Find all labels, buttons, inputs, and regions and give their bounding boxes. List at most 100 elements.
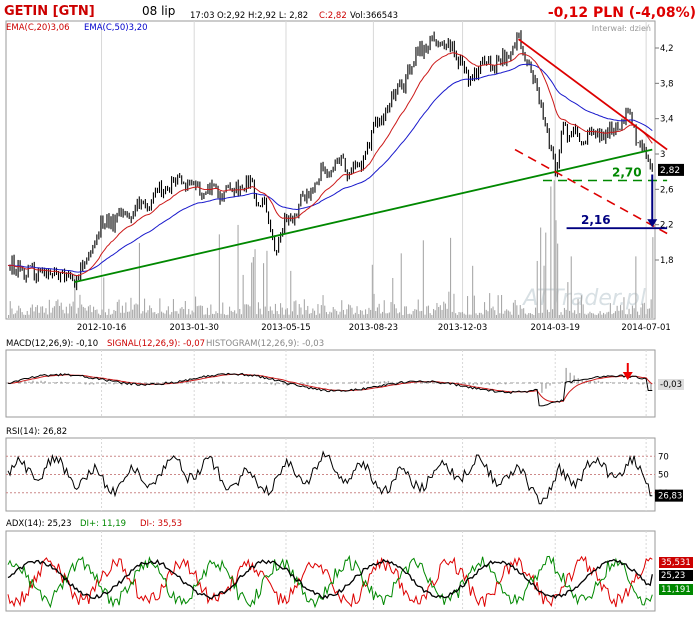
volume-bar xyxy=(57,299,58,318)
volume-bar xyxy=(336,311,337,318)
volume-bar xyxy=(530,313,531,318)
volume-bar xyxy=(372,265,373,318)
volume-bar xyxy=(304,299,305,318)
volume-bar xyxy=(188,309,189,318)
macd-hist-bar xyxy=(315,383,317,384)
volume-bar xyxy=(579,313,580,318)
volume-bar xyxy=(263,263,264,318)
volume-bar xyxy=(175,311,176,318)
volume-bar xyxy=(550,186,551,318)
volume-bar xyxy=(440,305,441,318)
volume-bar xyxy=(86,311,87,318)
volume-bar xyxy=(598,314,599,318)
volume-bar xyxy=(115,311,116,318)
macd-hist-bar xyxy=(501,383,503,384)
volume-bar xyxy=(532,314,533,318)
volume-bar xyxy=(652,237,653,318)
macd-legend-item: MACD(12,26,9): -0,10 xyxy=(6,339,98,349)
volume-bar xyxy=(204,315,205,318)
volume-bar xyxy=(623,297,624,318)
volume-bar xyxy=(49,300,50,318)
volume-bar xyxy=(23,315,24,318)
volume-bar xyxy=(595,315,596,318)
macd-hist-bar xyxy=(598,381,600,383)
volume-bar xyxy=(375,311,376,318)
volume-bar xyxy=(605,314,606,318)
volume-bar xyxy=(630,314,631,318)
volume-bar xyxy=(54,306,55,318)
volume-bar xyxy=(547,310,548,318)
volume-bar xyxy=(506,309,507,318)
volume-bar xyxy=(319,314,320,318)
volume-bar xyxy=(450,238,451,318)
volume-bar xyxy=(178,314,179,318)
volume-bar xyxy=(639,315,640,318)
volume-bar xyxy=(438,307,439,318)
macd-hist-bar xyxy=(275,383,277,385)
volume-bar xyxy=(545,233,546,318)
volume-bar xyxy=(460,312,461,318)
volume-bar xyxy=(334,309,335,318)
volume-bar xyxy=(394,304,395,318)
macd-hist-bar xyxy=(622,382,624,383)
volume-bar xyxy=(251,263,252,318)
x-tick-label: 2013-01-30 xyxy=(169,323,218,333)
volume-bar xyxy=(333,307,334,318)
volume-bar xyxy=(362,311,363,318)
volume-bar xyxy=(392,278,393,318)
volume-bar xyxy=(419,311,420,318)
volume-bar xyxy=(498,295,499,318)
volume-bar xyxy=(132,310,133,318)
volume-bar xyxy=(368,308,369,318)
volume-bar xyxy=(134,305,135,318)
volume-bar xyxy=(290,271,291,318)
volume-bar xyxy=(13,314,14,318)
volume-bar xyxy=(110,315,111,318)
volume-bar xyxy=(129,312,130,318)
volume-bar xyxy=(122,306,123,318)
x-tick-label: 2013-05-15 xyxy=(261,323,310,333)
volume-bar xyxy=(266,251,267,318)
volume-bar xyxy=(78,308,79,318)
volume-bar xyxy=(486,310,487,318)
volume-bar xyxy=(564,308,565,318)
macd-hist-bar xyxy=(610,382,612,383)
volume-bar xyxy=(283,315,284,318)
volume-bar xyxy=(306,310,307,318)
volume-bar xyxy=(295,300,296,318)
volume-bar xyxy=(275,304,276,318)
volume-bar xyxy=(487,311,488,318)
volume-bar xyxy=(596,315,597,318)
volume-bar xyxy=(544,266,545,318)
volume-bar xyxy=(647,309,648,318)
volume-bar xyxy=(163,313,164,318)
volume-bar xyxy=(436,303,437,318)
volume-bar xyxy=(289,315,290,318)
volume-bar xyxy=(42,306,43,318)
volume-bar xyxy=(567,282,568,318)
adx-legend-item: DI-: 35,53 xyxy=(140,519,182,529)
macd-hist-bar xyxy=(549,383,551,386)
volume-bar xyxy=(249,306,250,318)
volume-bar xyxy=(476,313,477,318)
volume-bar xyxy=(557,244,558,318)
price-legend-item: EMA(C,20)3,06 xyxy=(6,23,70,33)
x-tick-label: 2014-07-01 xyxy=(621,323,670,333)
volume-bar xyxy=(198,306,199,318)
volume-bar xyxy=(367,314,368,318)
volume-bar xyxy=(423,240,424,318)
volume-bar xyxy=(302,315,303,318)
volume-bar xyxy=(632,306,633,318)
volume-bar xyxy=(317,304,318,318)
annotation-270: 2,70 xyxy=(612,166,642,180)
volume-bar xyxy=(540,228,541,318)
volume-bar xyxy=(404,306,405,318)
volume-bar xyxy=(193,312,194,318)
volume-bar xyxy=(574,310,575,318)
volume-bar xyxy=(265,307,266,318)
volume-bar xyxy=(615,311,616,318)
volume-bar xyxy=(535,308,536,318)
volume-bar xyxy=(608,312,609,318)
macd-hist-bar xyxy=(485,383,487,384)
volume-bar xyxy=(277,311,278,318)
